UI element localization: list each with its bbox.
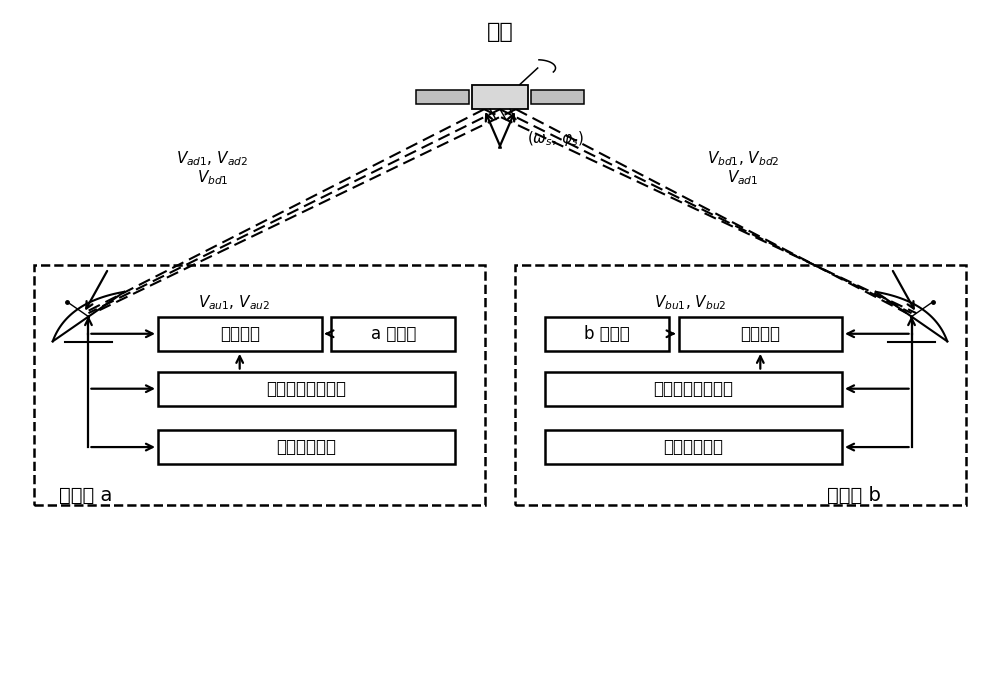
- Bar: [545, 372, 842, 406]
- Text: 传输时延计算单元: 传输时延计算单元: [267, 379, 347, 398]
- Text: 钟差计算单元: 钟差计算单元: [277, 438, 337, 456]
- Text: 补偿单元: 补偿单元: [220, 325, 260, 343]
- Text: 地面站 a: 地面站 a: [59, 486, 112, 505]
- Bar: [472, 85, 528, 109]
- Text: a 地时钟: a 地时钟: [371, 325, 416, 343]
- Text: 补偿单元: 补偿单元: [740, 325, 780, 343]
- Text: 钟差计算单元: 钟差计算单元: [663, 438, 723, 456]
- Text: $V_{ad1}$: $V_{ad1}$: [727, 168, 759, 186]
- Text: $V_{au1}$, $V_{au2}$: $V_{au1}$, $V_{au2}$: [198, 293, 270, 312]
- Bar: [531, 90, 584, 104]
- Bar: [679, 317, 842, 351]
- Text: b 地时钟: b 地时钟: [584, 325, 629, 343]
- Bar: [515, 265, 966, 505]
- Text: ($\omega_s$, $\varphi_s$): ($\omega_s$, $\varphi_s$): [527, 129, 584, 147]
- Text: $V_{bu1}$, $V_{bu2}$: $V_{bu1}$, $V_{bu2}$: [654, 293, 726, 312]
- Bar: [545, 430, 842, 464]
- Text: 卫星: 卫星: [487, 22, 513, 42]
- Text: $V_{ad1}$, $V_{ad2}$: $V_{ad1}$, $V_{ad2}$: [176, 149, 248, 168]
- Bar: [545, 317, 669, 351]
- Bar: [416, 90, 469, 104]
- Text: $V_{bd1}$: $V_{bd1}$: [197, 168, 228, 186]
- Bar: [158, 372, 455, 406]
- Bar: [158, 317, 322, 351]
- Text: 传输时延计算单元: 传输时延计算单元: [653, 379, 733, 398]
- Text: $V_{bd1}$, $V_{bd2}$: $V_{bd1}$, $V_{bd2}$: [707, 149, 779, 168]
- Bar: [158, 430, 455, 464]
- Bar: [331, 317, 455, 351]
- Text: 地面站 b: 地面站 b: [827, 486, 881, 505]
- Bar: [34, 265, 485, 505]
